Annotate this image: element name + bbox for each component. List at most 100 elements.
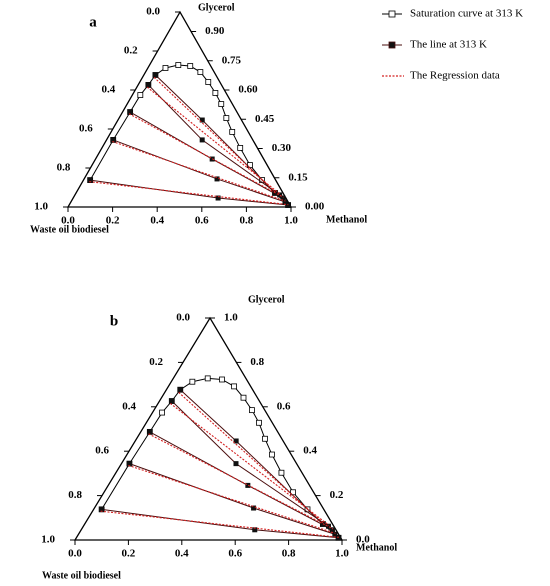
tie-point [87, 177, 93, 183]
tie-point [152, 72, 158, 78]
regression-line [100, 510, 339, 538]
tie-point [325, 523, 331, 529]
axis-title: Methanol [356, 542, 397, 553]
tick-label: 0.4 [101, 84, 115, 96]
tick-label: 0.00 [305, 201, 325, 213]
tick-label: 0.45 [255, 113, 275, 125]
tick-label: 0.4 [150, 215, 164, 227]
tie-point [145, 82, 151, 88]
axis-title: Methanol [326, 214, 367, 225]
saturation-point [237, 145, 244, 151]
tick-label: 0.2 [122, 548, 136, 560]
saturation-point [175, 62, 182, 68]
legend-swatch [388, 41, 396, 49]
saturation-point [229, 129, 236, 135]
tick-label: 0.6 [95, 445, 109, 457]
tie-point [277, 192, 283, 198]
regression-line [112, 140, 286, 202]
regression-line [178, 391, 324, 524]
tie-point [147, 429, 153, 435]
regression-line [128, 113, 284, 198]
saturation-point [223, 115, 230, 121]
saturation-point [137, 92, 144, 98]
legend-label: The Regression data [410, 70, 500, 82]
tie-point [110, 137, 116, 143]
tick-label: 1.0 [224, 312, 238, 324]
tick-label: 1.0 [335, 548, 349, 560]
tick-label: 0.4 [303, 445, 317, 457]
axis-title: Waste oil biodiesel [42, 570, 121, 581]
tick-label: 0.0 [176, 312, 190, 324]
tick-label: 0.6 [79, 123, 93, 135]
tick-label: 1.0 [284, 215, 298, 227]
tick-label: 1.0 [41, 534, 55, 546]
tie-point [215, 195, 221, 201]
regression-line [128, 464, 336, 534]
panel-label: a [89, 14, 97, 30]
tick-label: 0.2 [106, 215, 120, 227]
saturation-point [269, 451, 275, 458]
legend-swatch [388, 10, 396, 18]
tick-label: 0.6 [277, 400, 291, 412]
tie-point [199, 117, 205, 123]
saturation-point [159, 409, 166, 416]
tick-label: 0.2 [124, 45, 138, 57]
regression-line [89, 181, 289, 206]
saturation-point [162, 65, 169, 71]
tick-label: 0.0 [356, 534, 370, 546]
tick-label: 0.2 [149, 356, 163, 368]
tick-label: 0.0 [146, 6, 160, 18]
saturation-point [290, 489, 296, 496]
tie-point [214, 176, 220, 182]
tie-point [280, 195, 286, 201]
tick-label: 0.15 [288, 171, 308, 183]
tie-point [126, 461, 132, 467]
panel-label: b [110, 313, 118, 329]
saturation-point [256, 419, 262, 426]
tie-point [169, 398, 175, 404]
tie-point [127, 109, 133, 115]
saturation-point [189, 378, 196, 385]
triangle-frame [66, 10, 293, 208]
regression-line [146, 86, 281, 195]
tick-label: 0.30 [272, 142, 292, 154]
saturation-point [205, 79, 212, 85]
tick-label: 0.6 [228, 548, 242, 560]
tick-label: 1.0 [34, 201, 48, 213]
tie-point [177, 387, 183, 393]
tick-label: 0.8 [250, 356, 264, 368]
tie-point [251, 505, 257, 511]
saturation-point [262, 435, 268, 442]
saturation-point [197, 69, 204, 75]
axis-title: Glycerol [248, 294, 285, 305]
axis-title: Waste oil biodiesel [30, 224, 109, 235]
saturation-point [204, 375, 211, 382]
tie-point [329, 527, 335, 533]
tick-label: 0.75 [222, 54, 242, 66]
tick-label: 0.2 [330, 489, 344, 501]
tick-label: 0.8 [240, 215, 254, 227]
regression-line [148, 433, 334, 530]
tick-label: 0.8 [282, 548, 296, 560]
tick-label: 0.0 [68, 548, 82, 560]
tie-point [332, 531, 338, 537]
tick-label: 0.8 [57, 162, 71, 174]
tick-label: 0.90 [205, 25, 225, 37]
axis-title: Glycerol [198, 2, 235, 13]
triangle-frame [73, 316, 344, 541]
legend-label: The line at 313 K [410, 39, 487, 51]
tick-label: 0.8 [68, 489, 82, 501]
saturation-point [218, 101, 225, 107]
tick-label: 0.4 [175, 548, 189, 560]
tie-point [252, 527, 258, 533]
tie-point [233, 438, 239, 444]
regression-line [169, 403, 330, 526]
tick-label: 0.60 [238, 84, 258, 96]
saturation-point [249, 407, 255, 414]
saturation-point [212, 90, 219, 96]
tie-point [199, 137, 205, 143]
saturation-point [219, 376, 225, 383]
legend-label: Saturation curve at 313 K [410, 8, 523, 20]
saturation-point [240, 394, 247, 401]
